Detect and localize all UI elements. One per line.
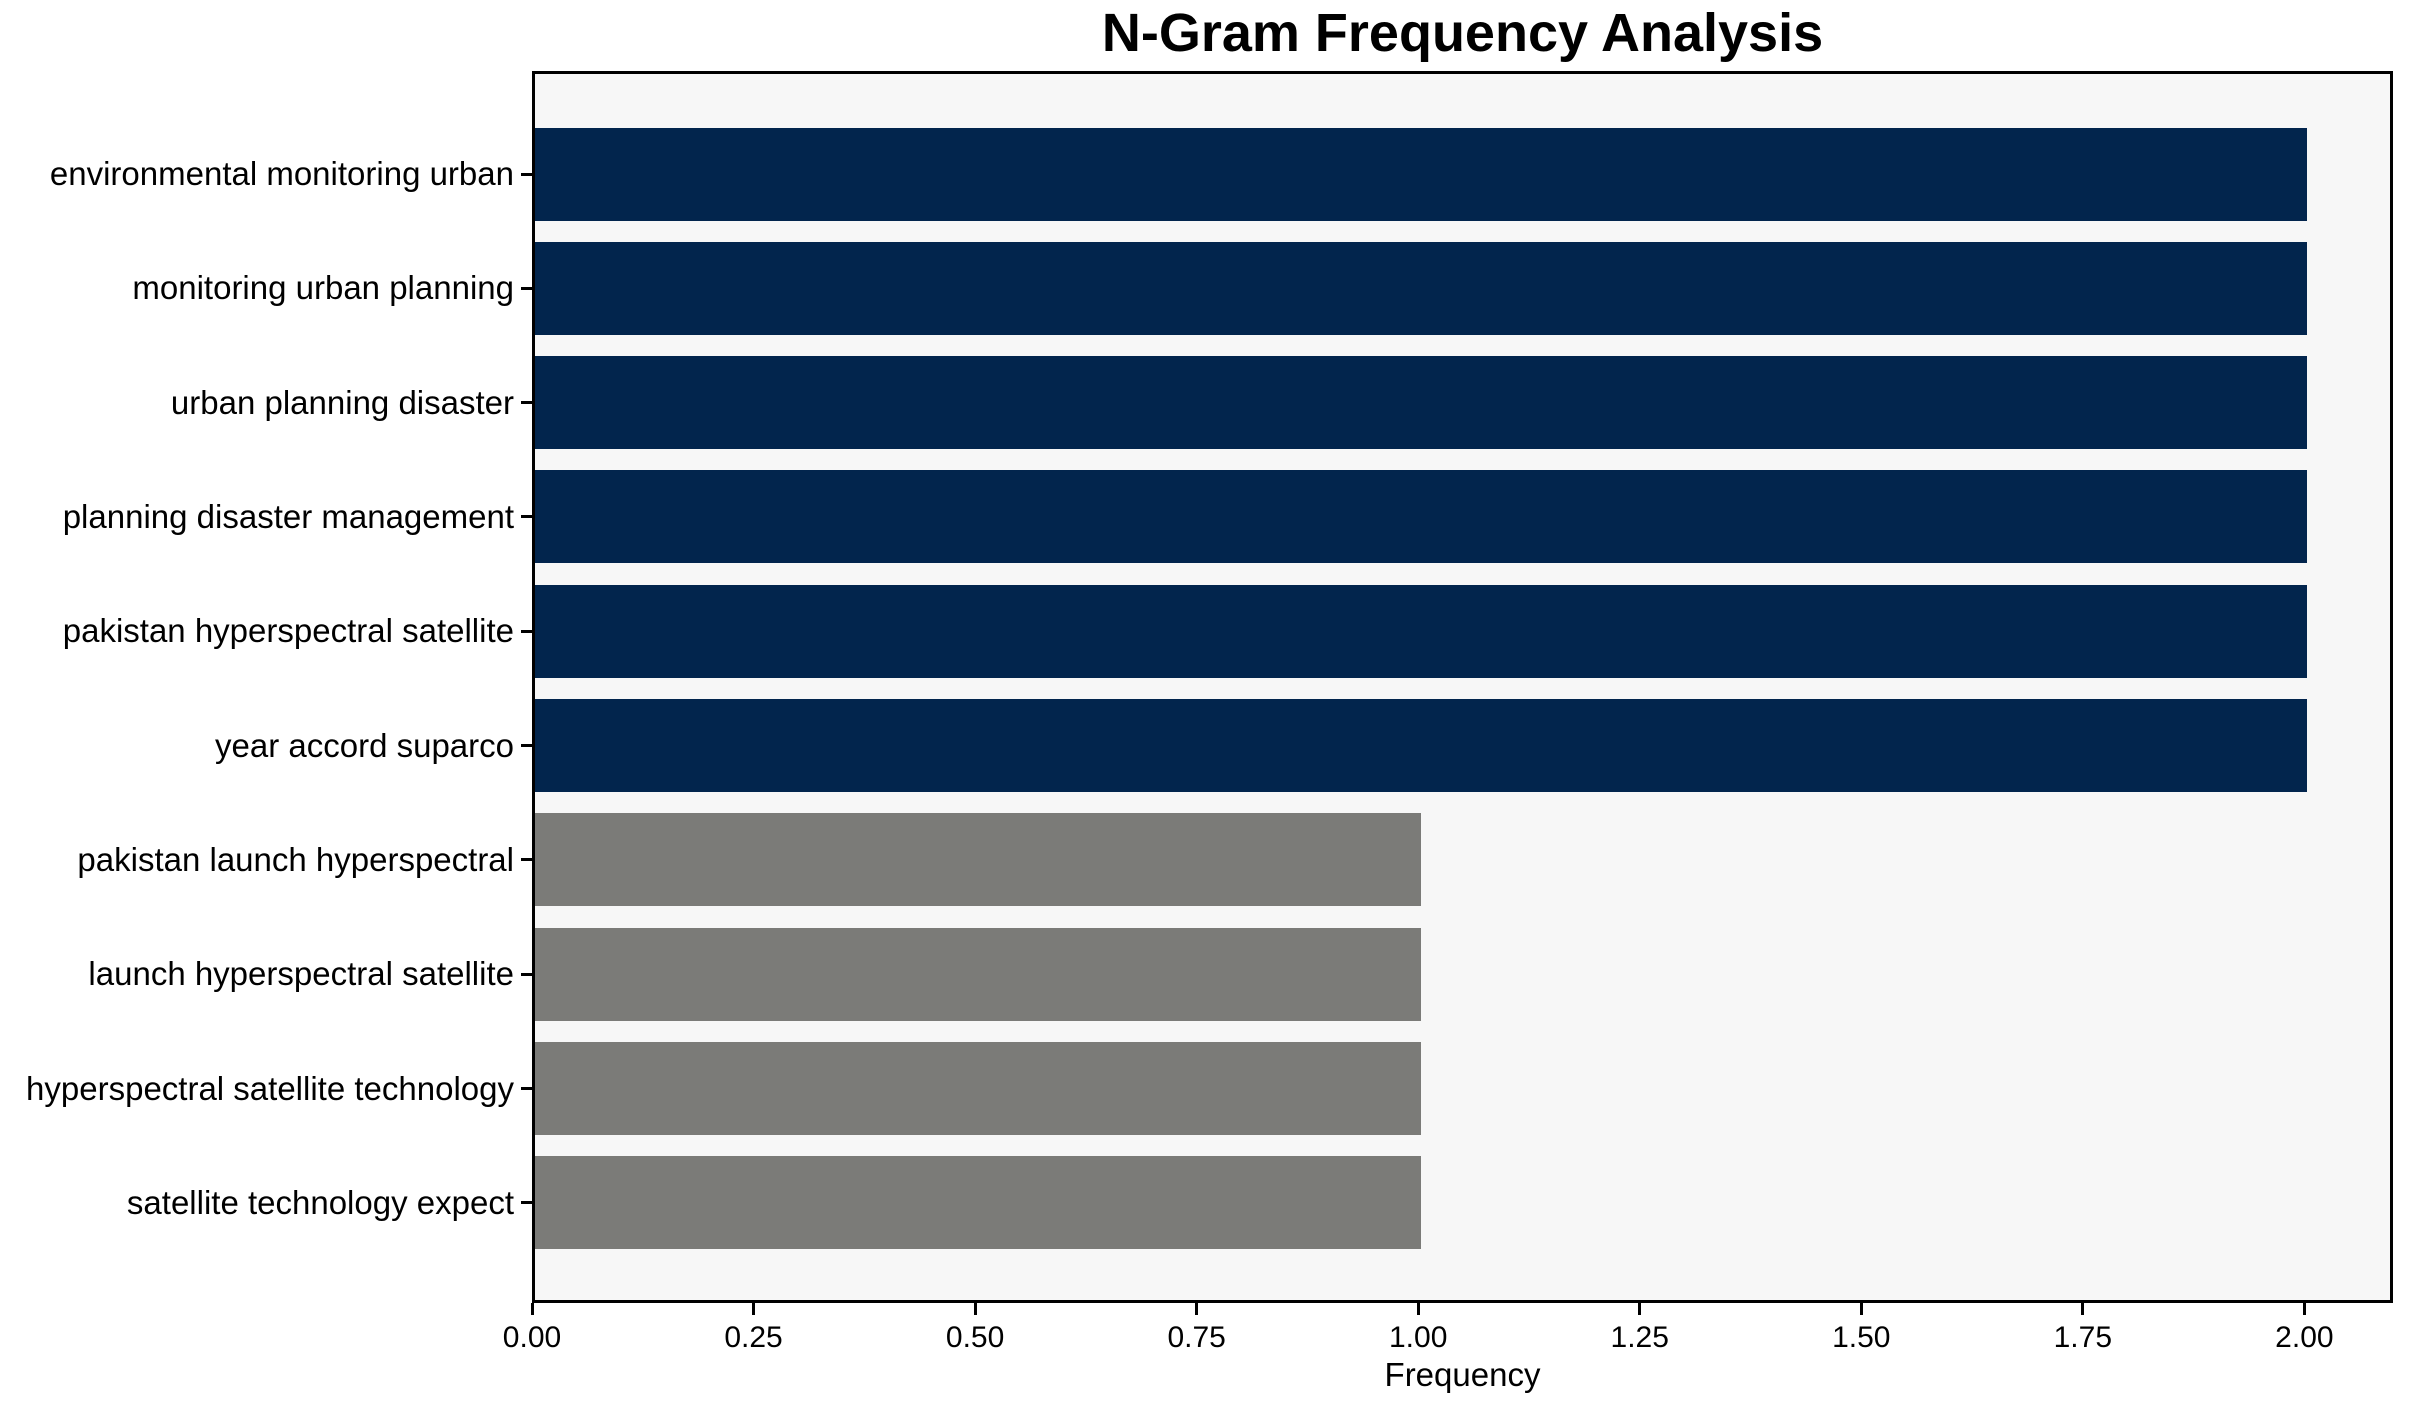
y-tick-label: planning disaster management [62,497,514,535]
bar-satellite-technology-expect [535,1156,1421,1250]
x-tick [752,1303,756,1315]
x-tick [1416,1303,1420,1315]
bar-urban-planning-disaster [535,356,2307,450]
x-tick-label: 0.25 [724,1321,783,1354]
x-tick-label: 0.50 [945,1321,1005,1354]
bar-environmental-monitoring-urban [535,127,2307,221]
y-tick-label: hyperspectral satellite technology [26,1069,514,1107]
y-tick-label: environmental monitoring urban [49,155,514,192]
bar-year-accord-suparco [535,699,2307,793]
x-tick [530,1303,534,1315]
bar-pakistan-launch-hyperspectral [535,813,1421,907]
x-tick [1638,1303,1642,1315]
x-tick [973,1303,977,1315]
x-tick [2302,1303,2306,1315]
x-tick-label: 1.00 [1388,1321,1448,1354]
y-tick [521,744,532,748]
y-tick [521,401,532,405]
y-tick-label: monitoring urban planning [132,269,514,307]
x-tick-label: 0.00 [502,1321,562,1354]
x-tick-label: 2.00 [2275,1321,2334,1354]
x-tick [2081,1303,2085,1315]
bar-launch-hyperspectral-satellite [535,927,1421,1021]
y-tick-label: year accord suparco [215,726,514,764]
x-axis-label: Frequency [1384,1356,1541,1393]
y-tick [521,172,532,176]
y-tick-label: pakistan launch hyperspectral [77,840,514,878]
x-tick-label: 1.25 [1610,1321,1669,1354]
bar-pakistan-hyperspectral-satellite [535,584,2307,678]
y-tick [521,858,532,862]
x-tick-label: 1.50 [1832,1321,1891,1354]
y-tick [521,286,532,290]
y-tick [521,1087,532,1091]
x-tick [1195,1303,1199,1315]
y-tick [521,1201,532,1205]
plot-area [532,71,2393,1303]
y-tick-label: pakistan hyperspectral satellite [62,612,514,650]
y-tick-label: urban planning disaster [170,383,514,421]
x-tick [1859,1303,1863,1315]
y-tick [521,972,532,976]
y-tick [521,515,532,519]
y-tick-label: launch hyperspectral satellite [88,955,514,993]
x-tick-label: 0.75 [1167,1321,1226,1354]
bar-hyperspectral-satellite-technology [535,1042,1421,1136]
bar-planning-disaster-management [535,470,2307,564]
y-tick-label: satellite technology expect [126,1183,514,1221]
y-tick [521,629,532,633]
bar-monitoring-urban-planning [535,241,2307,335]
x-tick-label: 1.75 [2053,1321,2113,1354]
chart-title: N-Gram Frequency Analysis [1101,3,1824,63]
